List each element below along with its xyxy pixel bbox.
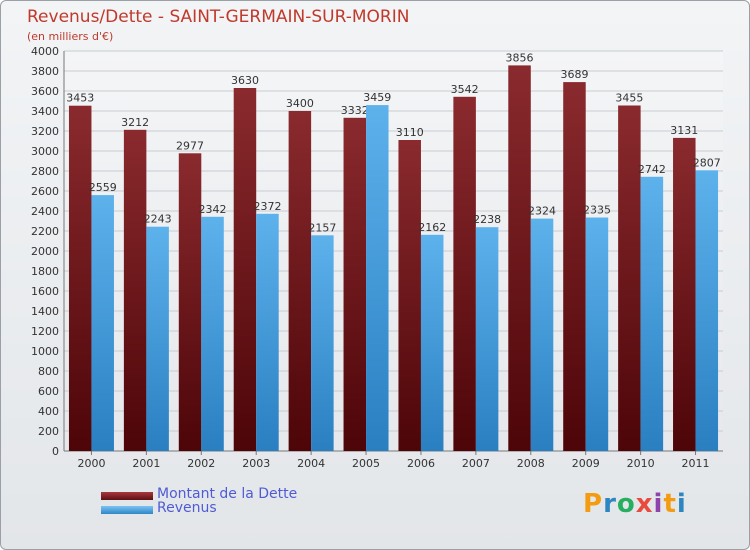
y-tick-label: 0 (52, 445, 59, 458)
bar-dette (563, 82, 586, 451)
chart-subtitle: (en milliers d'€) (27, 30, 114, 43)
bar-revenus (201, 216, 224, 451)
data-label-dette: 3689 (560, 68, 588, 81)
y-tick-label: 800 (38, 365, 59, 378)
bar-revenus (475, 227, 499, 451)
bar-dette (343, 117, 367, 452)
x-tick-label: 2005 (352, 457, 380, 470)
y-tick-label: 1000 (31, 345, 59, 358)
logo-letter: t (663, 489, 677, 519)
y-tick-label: 2000 (31, 245, 59, 258)
data-label-revenus: 2342 (199, 203, 227, 216)
y-tick-label: 1400 (31, 305, 59, 318)
logo-letter: o (616, 489, 636, 519)
data-label-dette: 3400 (286, 97, 314, 110)
x-tick-label: 2002 (187, 457, 215, 470)
y-tick-label: 400 (38, 405, 59, 418)
bar-dette (398, 140, 421, 451)
x-tick-label: 2009 (572, 457, 600, 470)
legend-swatch-revenus (101, 506, 153, 514)
y-tick-label: 200 (38, 425, 59, 438)
proxiti-logo: Proxiti (583, 489, 687, 519)
bar-dette (123, 129, 147, 452)
y-tick-label: 600 (38, 385, 59, 398)
data-label-revenus: 2162 (418, 221, 446, 234)
bar-revenus (366, 105, 389, 451)
y-tick-label: 2600 (31, 185, 59, 198)
y-tick-label: 1600 (31, 285, 59, 298)
logo-letter: P (583, 489, 604, 519)
x-tick-label: 2007 (462, 457, 490, 470)
legend-label-revenus: Revenus (157, 500, 217, 516)
data-label-revenus: 2335 (583, 204, 611, 217)
legend-swatch-dette (101, 492, 153, 500)
data-label-dette: 3131 (670, 124, 698, 137)
data-label-dette: 3542 (451, 83, 479, 96)
x-tick-label: 2000 (77, 457, 105, 470)
logo-letter: x (635, 489, 654, 519)
data-label-revenus: 2807 (693, 156, 721, 169)
bar-dette (68, 105, 92, 451)
data-label-revenus: 2157 (308, 221, 336, 234)
bar-dette (453, 96, 476, 452)
x-tick-label: 2003 (242, 457, 270, 470)
x-tick-label: 2001 (132, 457, 160, 470)
bar-revenus (91, 195, 114, 451)
data-label-dette: 3110 (396, 126, 424, 139)
x-tick-label: 2006 (407, 457, 435, 470)
y-tick-label: 3800 (31, 65, 59, 78)
bar-revenus (256, 213, 279, 451)
logo-letter: i (653, 489, 664, 519)
data-label-revenus: 2324 (528, 205, 556, 218)
logo-letter: i (676, 489, 687, 519)
x-tick-label: 2004 (297, 457, 325, 470)
bar-revenus (695, 170, 719, 452)
y-tick-label: 1800 (31, 265, 59, 278)
data-label-dette: 3630 (231, 74, 259, 87)
y-tick-label: 3200 (31, 125, 59, 138)
data-label-dette: 3332 (341, 104, 369, 117)
y-tick-label: 1200 (31, 325, 59, 338)
bar-revenus (585, 217, 609, 451)
x-tick-label: 2011 (682, 457, 710, 470)
data-label-dette: 3856 (506, 51, 534, 64)
y-tick-label: 2200 (31, 225, 59, 238)
bar-dette (673, 137, 696, 451)
bar-dette (233, 88, 257, 451)
data-label-revenus: 2742 (638, 163, 666, 176)
x-tick-label: 2008 (517, 457, 545, 470)
logo-letter: r (603, 489, 617, 519)
data-label-revenus: 2238 (473, 213, 501, 226)
chart-title: Revenus/Dette - SAINT-GERMAIN-SUR-MORIN (27, 7, 410, 27)
y-tick-label: 3000 (31, 145, 59, 158)
bar-revenus (530, 218, 554, 451)
x-tick-label: 2010 (627, 457, 655, 470)
data-label-dette: 3212 (121, 116, 149, 129)
bar-revenus (420, 234, 444, 451)
bar-dette (618, 105, 641, 451)
data-label-revenus: 2372 (253, 200, 281, 213)
bar-dette (288, 111, 312, 451)
y-tick-label: 2400 (31, 205, 59, 218)
data-label-dette: 3453 (66, 92, 94, 105)
bar-dette (178, 153, 202, 452)
data-label-revenus: 3459 (363, 91, 391, 104)
bar-revenus (311, 235, 334, 451)
bar-revenus (146, 226, 169, 451)
y-tick-label: 4000 (31, 45, 59, 58)
legend-label-dette: Montant de la Dette (157, 486, 298, 502)
bar-revenus (640, 176, 664, 452)
data-label-dette: 3455 (615, 92, 643, 105)
data-label-dette: 2977 (176, 139, 204, 152)
y-tick-label: 3600 (31, 85, 59, 98)
data-label-revenus: 2243 (144, 213, 172, 226)
bar-dette (508, 65, 531, 452)
y-tick-label: 3400 (31, 105, 59, 118)
y-tick-label: 2800 (31, 165, 59, 178)
data-label-revenus: 2559 (89, 181, 117, 194)
